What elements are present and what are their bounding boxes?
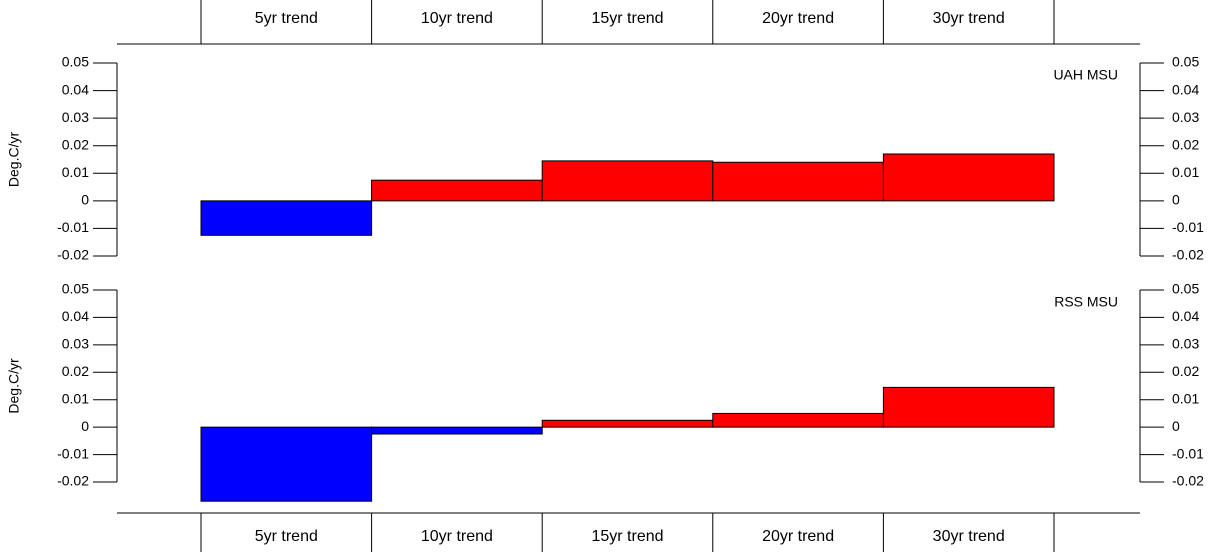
y-axis-title: Deg.C/yr bbox=[6, 358, 22, 414]
y-tick-label: 0.02 bbox=[1172, 363, 1199, 379]
y-tick-label: 0.01 bbox=[62, 164, 89, 180]
bar bbox=[371, 179, 543, 202]
bar bbox=[200, 426, 373, 502]
bar bbox=[541, 419, 714, 428]
bar bbox=[371, 426, 543, 435]
y-tick-label: 0.05 bbox=[1172, 281, 1199, 297]
category-label: 20yr trend bbox=[762, 528, 834, 545]
bar bbox=[200, 200, 373, 236]
y-tick-label: -0.01 bbox=[57, 219, 89, 235]
y-axis-title: Deg.C/yr bbox=[6, 132, 22, 188]
y-tick-label: -0.02 bbox=[57, 473, 89, 489]
category-label: 15yr trend bbox=[591, 528, 663, 545]
y-tick-label: 0.05 bbox=[62, 281, 89, 297]
y-tick-label: 0 bbox=[1172, 192, 1180, 208]
y-tick-label: 0.02 bbox=[62, 363, 89, 379]
panel-title: RSS MSU bbox=[1054, 294, 1118, 310]
y-tick-label: 0.03 bbox=[62, 336, 89, 352]
y-tick-label: -0.02 bbox=[1172, 473, 1204, 489]
y-tick-label: -0.01 bbox=[57, 445, 89, 461]
category-label: 10yr trend bbox=[421, 10, 493, 27]
y-tick-label: -0.02 bbox=[1172, 247, 1204, 263]
bar bbox=[712, 412, 884, 428]
category-label: 5yr trend bbox=[255, 10, 318, 27]
y-tick-label: 0 bbox=[81, 418, 89, 434]
y-tick-label: 0.04 bbox=[62, 308, 89, 324]
bar bbox=[541, 160, 714, 202]
y-tick-label: 0.04 bbox=[1172, 308, 1199, 324]
category-label: 20yr trend bbox=[762, 10, 834, 27]
panel-title: UAH MSU bbox=[1053, 67, 1118, 83]
y-tick-label: 0.03 bbox=[1172, 109, 1199, 125]
y-tick-label: -0.01 bbox=[1172, 219, 1204, 235]
y-tick-label: 0.04 bbox=[62, 81, 89, 97]
category-label: 30yr trend bbox=[933, 10, 1005, 27]
category-label: 5yr trend bbox=[255, 528, 318, 545]
bar bbox=[882, 386, 1055, 428]
y-tick-label: 0.01 bbox=[62, 390, 89, 406]
y-tick-label: 0.02 bbox=[62, 136, 89, 152]
category-label: 15yr trend bbox=[591, 10, 663, 27]
y-tick-label: 0.01 bbox=[1172, 164, 1199, 180]
y-tick-label: -0.01 bbox=[1172, 445, 1204, 461]
y-tick-label: -0.02 bbox=[57, 247, 89, 263]
bar bbox=[712, 161, 884, 202]
bar bbox=[882, 153, 1055, 202]
category-label: 30yr trend bbox=[933, 528, 1005, 545]
y-tick-label: 0.04 bbox=[1172, 81, 1199, 97]
y-tick-label: 0.05 bbox=[1172, 54, 1199, 70]
y-tick-label: 0.02 bbox=[1172, 136, 1199, 152]
y-tick-label: 0.01 bbox=[1172, 390, 1199, 406]
category-label: 10yr trend bbox=[421, 528, 493, 545]
y-tick-label: 0 bbox=[1172, 418, 1180, 434]
y-tick-label: 0.03 bbox=[62, 109, 89, 125]
y-tick-label: 0.05 bbox=[62, 54, 89, 70]
y-tick-label: 0.03 bbox=[1172, 336, 1199, 352]
y-tick-label: 0 bbox=[81, 192, 89, 208]
